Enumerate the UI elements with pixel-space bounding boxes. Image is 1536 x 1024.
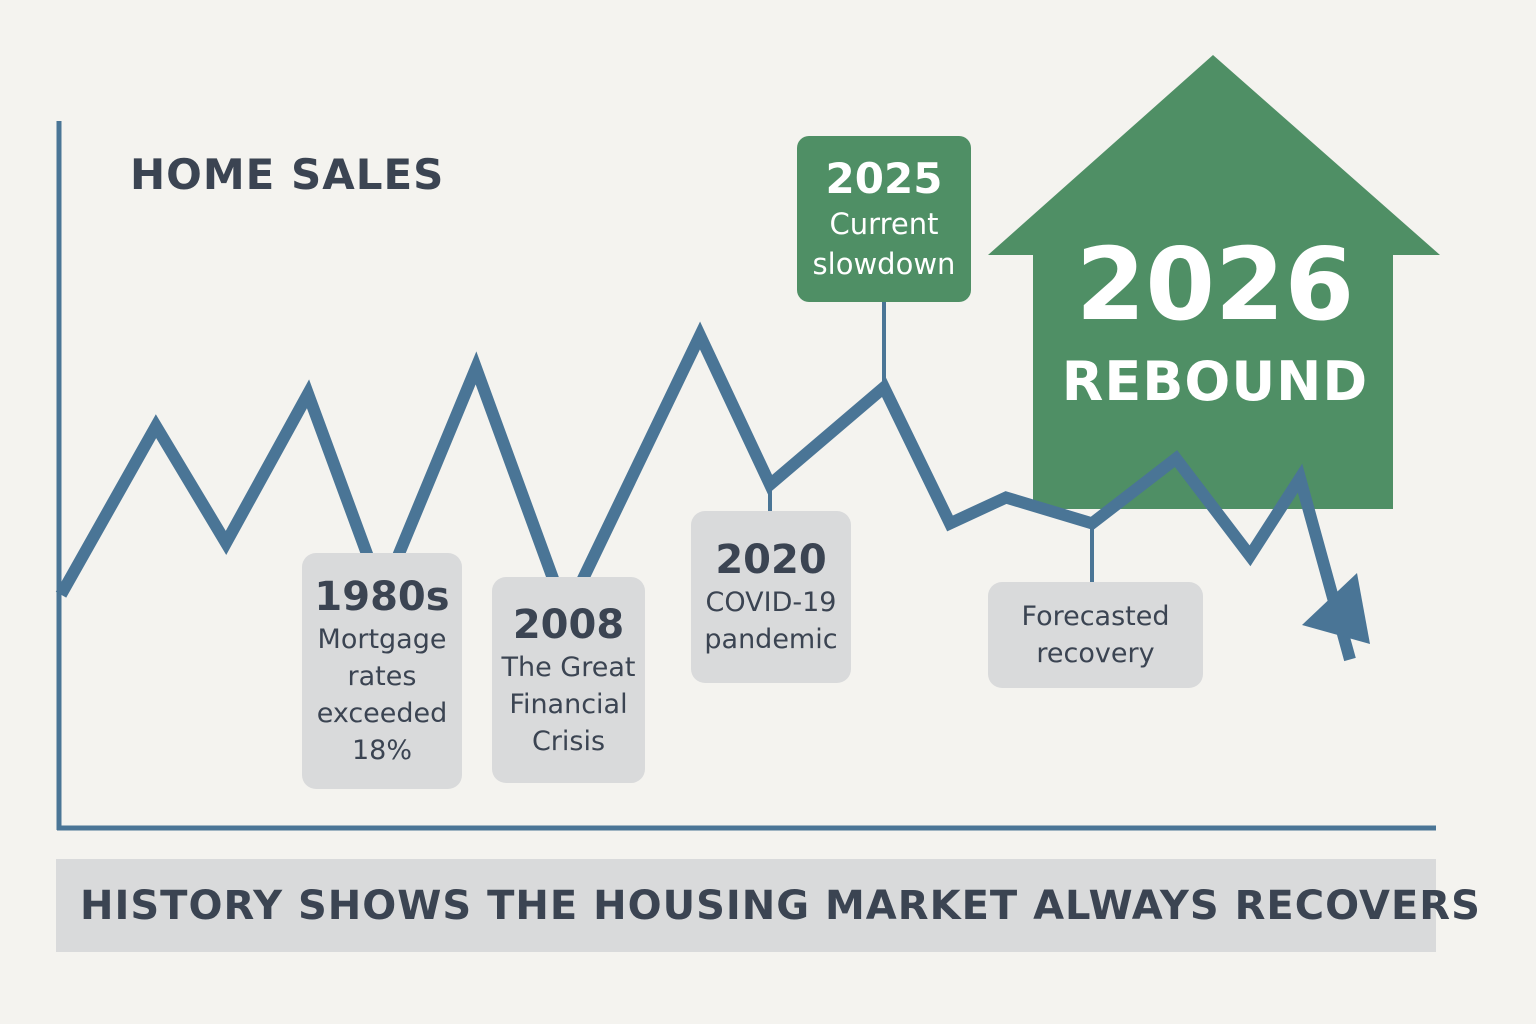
- callout-text-line: exceeded: [316, 698, 448, 729]
- callout-text-line: Forecasted: [1021, 601, 1170, 632]
- callout-1980s: 1980s Mortgage rates exceeded 18%: [302, 553, 462, 789]
- callout-text-line: slowdown: [812, 247, 956, 281]
- home-sales-series-line: [55, 321, 1356, 662]
- rebound-label: REBOUND: [1061, 350, 1369, 413]
- rebound-house-arrow: [988, 55, 1440, 509]
- callout-text-line: pandemic: [704, 624, 838, 655]
- callout-text-line: COVID-19: [705, 587, 837, 618]
- callout-2008: 2008 The Great Financial Crisis: [492, 577, 645, 783]
- caption-text: HISTORY SHOWS THE HOUSING MARKET ALWAYS …: [80, 882, 1481, 929]
- callout-text-line: recovery: [1036, 638, 1155, 669]
- callout-year: 1980s: [314, 574, 450, 620]
- callout-2020: 2020 COVID-19 pandemic: [691, 511, 851, 683]
- callout-forecasted-recovery: Forecasted recovery: [988, 582, 1203, 688]
- callout-text-line: Current: [829, 207, 939, 241]
- rebound-year: 2026: [1075, 226, 1355, 343]
- callout-text-line: 18%: [351, 735, 412, 766]
- callout-year: 2025: [825, 154, 943, 203]
- callout-year: 2008: [512, 601, 625, 648]
- caption-banner: HISTORY SHOWS THE HOUSING MARKET ALWAYS …: [56, 859, 1480, 952]
- callout-text-line: Mortgage: [317, 624, 447, 655]
- callout-text-line: Crisis: [531, 725, 606, 757]
- callout-text-line: Financial: [509, 688, 628, 720]
- callout-text-line: rates: [347, 661, 417, 692]
- callout-2025: 2025 Current slowdown: [797, 136, 971, 302]
- callout-text-line: The Great: [501, 651, 636, 683]
- chart-title: HOME SALES: [130, 150, 445, 199]
- trend-arrowhead: [1302, 573, 1370, 644]
- callout-year: 2020: [715, 537, 827, 583]
